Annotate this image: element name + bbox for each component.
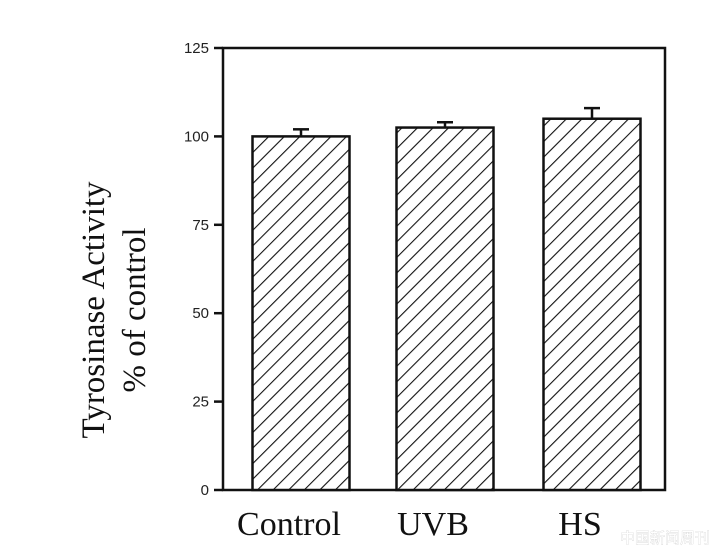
x-axis-category-labels: Control UVB HS <box>237 506 602 543</box>
bar-control <box>251 135 351 492</box>
y-axis-label-line2: % of control <box>117 228 153 393</box>
bar-uvb <box>395 126 495 492</box>
y-tick-label: 100 <box>184 128 209 145</box>
watermark-text: 中国新闻周刊 <box>620 529 710 547</box>
y-axis-ticks: 0 25 50 75 100 125 <box>184 40 223 499</box>
y-tick-label: 125 <box>184 40 209 57</box>
y-axis-label-line1: Tyrosinase Activity <box>76 181 112 439</box>
category-label-uvb: UVB <box>397 506 469 543</box>
y-tick-label: 0 <box>201 482 209 499</box>
y-tick-label: 50 <box>192 305 209 322</box>
bars <box>251 106 642 492</box>
category-label-hs: HS <box>558 506 601 543</box>
category-label-control: Control <box>237 506 341 543</box>
y-tick-label: 75 <box>192 217 209 234</box>
y-tick-label: 25 <box>192 394 209 411</box>
bar-hs <box>542 117 642 492</box>
